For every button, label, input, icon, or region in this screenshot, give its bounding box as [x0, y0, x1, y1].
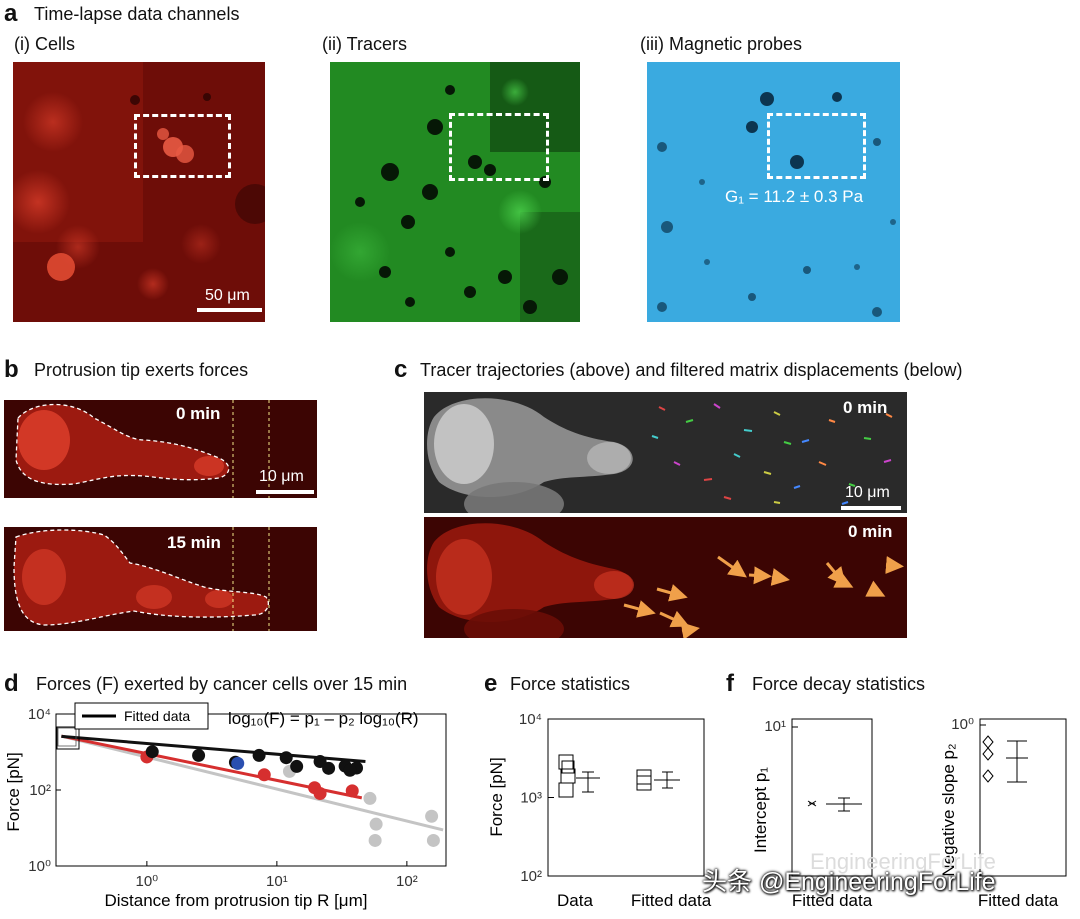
cells-scalebar-label: 50 μm	[205, 287, 250, 304]
f-slope-axis-label: Negative slope p₂	[939, 743, 958, 876]
fit-equation: log₁₀(F) = p₁ – p₂ log₁₀(R)	[228, 709, 419, 728]
x-tick-label: 10¹	[266, 873, 288, 890]
probes-roi-box	[767, 113, 866, 179]
panel-d-title: Forces (F) exerted by cancer cells over …	[36, 674, 408, 694]
shear-modulus-annotation: G₁ = 11.2 ± 0.3 Pa	[725, 187, 864, 206]
data-boxplot	[558, 754, 600, 798]
panel-d-label: d	[4, 670, 19, 697]
x-axis-label: Distance from protrusion tip R [μm]	[105, 891, 368, 910]
panel-b-label: b	[4, 356, 19, 383]
y-tick-label: 10⁴	[28, 706, 51, 723]
tracer-trajectories-image: 0 min 10 μm	[424, 392, 907, 513]
fitted-boxplot	[636, 769, 680, 791]
matrix-displacements-image: 0 min	[424, 517, 907, 638]
time-label-15min: 15 min	[167, 533, 221, 552]
trajectory-scalebar-label: 10 μm	[845, 484, 890, 501]
panel-a-label: a	[4, 0, 18, 27]
x-tick-label: 10⁰	[136, 873, 159, 890]
trajectory-time-label: 0 min	[843, 398, 888, 417]
y-axis-label: Force [pN]	[4, 752, 23, 831]
legend-label: Fitted data	[124, 708, 190, 724]
cells-scalebar	[197, 308, 262, 312]
fit-line	[61, 734, 444, 832]
f-slope-tick: 10⁰	[951, 716, 974, 733]
data-point	[343, 763, 357, 777]
fitted-data-marker	[56, 726, 80, 750]
slope-markers	[982, 735, 1028, 783]
trajectory-scalebar	[841, 506, 901, 510]
data-point	[322, 761, 336, 775]
tracers-roi-box	[449, 113, 549, 181]
data-point	[145, 745, 159, 759]
data-point	[279, 751, 293, 765]
f-intercept-category: Fitted data	[792, 891, 873, 910]
panel-a-title: Time-lapse data channels	[34, 4, 240, 24]
protrusion-scalebar-label: 10 μm	[259, 468, 304, 485]
time-label-0min: 0 min	[176, 404, 221, 423]
protrusion-image-15min: 15 min	[4, 527, 317, 631]
data-point	[231, 756, 245, 770]
protrusion-scalebar	[256, 490, 314, 494]
data-point	[192, 748, 206, 762]
data-point	[313, 786, 327, 800]
e-y-tick-label: 10²	[520, 868, 542, 885]
force-decay-chart: 10¹ Intercept p₁ Fitted data 10⁰ Negativ…	[716, 700, 1080, 914]
y-tick-label: 10⁰	[28, 858, 51, 875]
data-point	[426, 833, 440, 847]
data-point	[257, 768, 271, 782]
y-tick-label: 10²	[29, 782, 51, 799]
cells-roi-box	[134, 114, 231, 178]
displacement-time-label: 0 min	[848, 522, 893, 541]
e-y-tick-label: 10⁴	[519, 711, 542, 728]
panel-c-title: Tracer trajectories (above) and filtered…	[420, 360, 963, 380]
probes-image: G₁ = 11.2 ± 0.3 Pa	[647, 62, 900, 322]
e-category-fitted: Fitted data	[631, 891, 712, 910]
cells-image: 50 μm	[13, 62, 265, 322]
panel-f-title: Force decay statistics	[752, 674, 926, 694]
f-slope-category: Fitted data	[978, 891, 1059, 910]
data-point	[425, 809, 439, 823]
panel-a-cells-label: (i) Cells	[14, 34, 75, 54]
data-point	[363, 791, 377, 805]
data-point	[345, 784, 359, 798]
e-y-axis-label: Force [pN]	[487, 757, 506, 836]
data-point	[369, 817, 383, 831]
panel-b-title: Protrusion tip exerts forces	[34, 360, 249, 380]
data-point	[368, 833, 382, 847]
x-tick-label: 10²	[396, 873, 418, 890]
e-category-data: Data	[557, 891, 593, 910]
panel-e-title: Force statistics	[510, 674, 631, 694]
watermark-text: 头条 @EngineeringForLife	[702, 868, 996, 896]
force-distance-chart: 10⁰ 10¹ 10² 10⁰ 10² 10⁴ Fitted data log₁₀(F) …	[0, 700, 470, 914]
panel-a-probes-label: (iii) Magnetic probes	[640, 34, 803, 54]
data-point	[290, 759, 304, 773]
panel-f-label: f	[726, 670, 734, 697]
panel-e-label: e	[484, 670, 498, 697]
data-point	[252, 748, 266, 762]
fit-line	[61, 734, 366, 764]
intercept-markers	[807, 797, 862, 812]
f-intercept-axis-label: Intercept p₁	[751, 767, 770, 853]
watermark-faded: EngineeringForLife	[810, 849, 996, 874]
tracers-image	[330, 62, 580, 322]
panel-a-tracers-label: (ii) Tracers	[322, 34, 407, 54]
protrusion-image-0min: 0 min 10 μm	[4, 400, 317, 498]
force-statistics-chart: 10² 10³ 10⁴ Force [pN] Data Fitted data	[478, 700, 718, 914]
f-intercept-tick: 10¹	[764, 718, 786, 735]
e-y-tick-label: 10³	[520, 790, 542, 807]
panel-c-label: c	[394, 356, 408, 383]
